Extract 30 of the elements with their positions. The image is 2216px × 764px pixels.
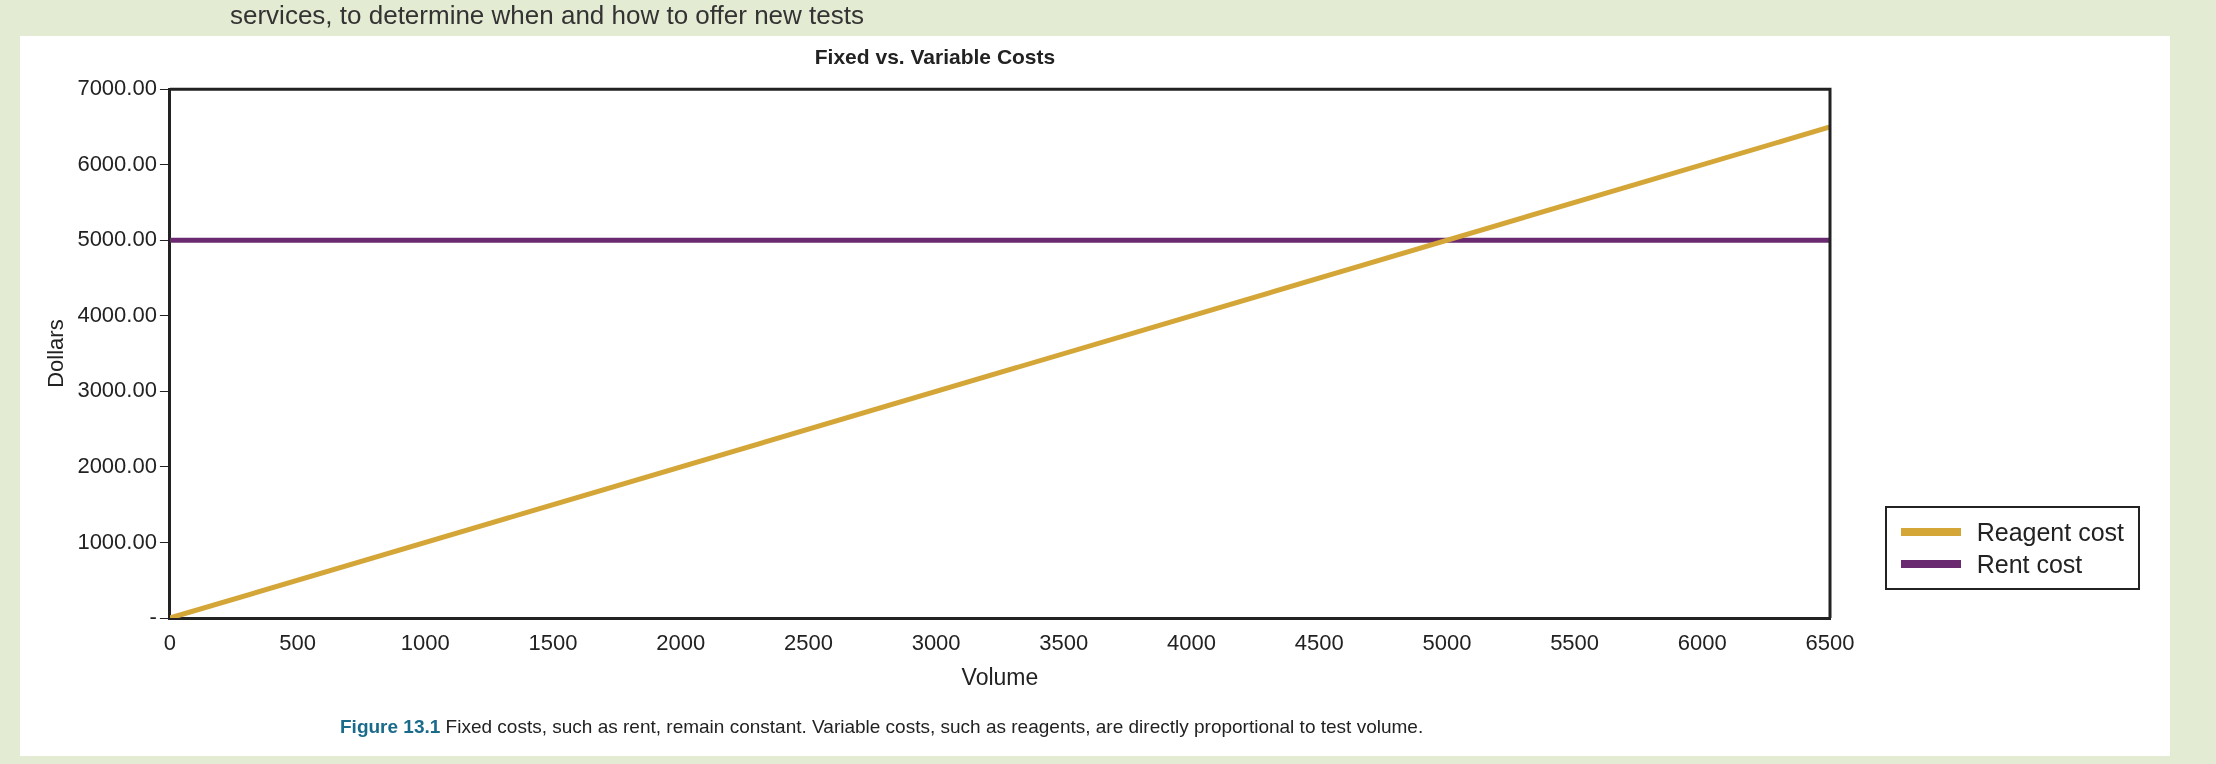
x-tick-label: 500	[279, 630, 316, 656]
x-tick-label: 6500	[1805, 630, 1855, 656]
y-axis-title: Dollars	[43, 319, 69, 388]
y-tick-label: 2000.00	[77, 452, 157, 478]
y-tick-label: 3000.00	[77, 377, 157, 403]
x-axis-title: Volume	[961, 663, 1039, 690]
x-tick-label: 6000	[1677, 630, 1727, 656]
x-tick-label: 2000	[656, 630, 706, 656]
x-tick-label: 4500	[1294, 630, 1344, 656]
x-tick-label: 1000	[400, 630, 450, 656]
legend-label: Reagent cost	[1976, 517, 2124, 548]
legend-label: Rent cost	[1976, 549, 2083, 580]
y-tick-label: 5000.00	[77, 226, 157, 252]
x-tick-label: 2500	[783, 630, 833, 656]
y-tick-label: -	[149, 604, 157, 630]
text: services, to determine when and how to offer new tests	[230, 0, 864, 31]
y-tick-label: 4000.00	[77, 301, 157, 327]
y-tick-label: 1000.00	[77, 528, 157, 554]
text: Fixed costs, such as rent, remain constant. Variable costs, such as reagents, are directly proportional to test volume.	[445, 716, 1424, 737]
x-tick-label: 1500	[528, 630, 578, 656]
x-tick-label: 3000	[911, 630, 961, 656]
x-tick-label: 3500	[1039, 630, 1089, 656]
x-tick-label: 4000	[1167, 630, 1216, 656]
x-tick-label: 5500	[1550, 630, 1600, 656]
caption: Figure 13.1	[340, 716, 441, 737]
y-tick-label: 7000.00	[77, 75, 157, 101]
x-tick-label: 0	[163, 630, 177, 656]
x-tick-label: 5000	[1422, 630, 1472, 656]
chart-title: Fixed vs. Variable Costs	[814, 45, 1056, 69]
y-tick-label: 6000.00	[77, 150, 157, 176]
